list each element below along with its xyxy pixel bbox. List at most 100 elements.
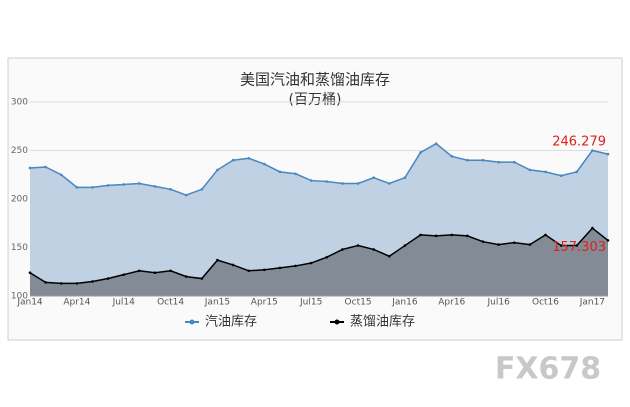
y-tick-label: 250 [11, 146, 28, 156]
point [184, 275, 188, 278]
point [138, 269, 141, 273]
point [450, 233, 454, 237]
point [512, 241, 516, 244]
point [591, 226, 594, 230]
point [419, 151, 422, 154]
point [341, 182, 344, 185]
x-tick-label: Jan16 [391, 298, 418, 308]
point [247, 269, 251, 273]
point [200, 277, 204, 280]
point [59, 173, 63, 177]
point [75, 186, 79, 189]
point [372, 176, 375, 179]
point [153, 271, 157, 275]
point [309, 179, 313, 182]
point [419, 233, 422, 237]
point [528, 243, 532, 246]
point [231, 158, 235, 162]
point [559, 174, 563, 178]
point [512, 160, 516, 164]
point [606, 239, 610, 242]
point [200, 188, 204, 191]
legend-marker [189, 319, 195, 325]
point [481, 158, 485, 162]
point [138, 182, 141, 185]
point [591, 149, 594, 152]
point [216, 168, 219, 172]
point [106, 277, 110, 280]
x-tick-label: Jul15 [299, 298, 322, 308]
point [44, 281, 47, 284]
point [263, 162, 266, 166]
point [325, 180, 329, 183]
point [294, 172, 297, 176]
point [403, 244, 407, 247]
point [247, 156, 251, 160]
point [309, 261, 313, 265]
legend-label: 蒸馏油库存 [350, 314, 415, 330]
x-tick-label: Jul14 [112, 298, 136, 308]
legend-marker [334, 319, 340, 325]
point [91, 280, 94, 283]
line [29, 142, 609, 196]
point [216, 258, 219, 262]
y-tick-label: 150 [11, 243, 28, 253]
point [231, 263, 235, 267]
point [278, 266, 282, 270]
point [28, 271, 32, 275]
point [497, 160, 500, 164]
point [28, 166, 32, 170]
x-tick-label: Jan15 [204, 298, 230, 308]
y-tick-label: 100 [11, 292, 28, 302]
point [481, 240, 485, 243]
point [91, 186, 94, 189]
point [153, 185, 157, 188]
point [184, 193, 188, 197]
point [575, 244, 579, 247]
chart-title: 美国汽油和蒸馏油库存 [240, 71, 390, 89]
x-tick-label: Apr16 [438, 298, 465, 308]
point [434, 142, 438, 146]
watermark: FX678 [495, 352, 601, 387]
point [356, 182, 360, 185]
point [466, 234, 469, 238]
point [169, 269, 172, 273]
x-tick-label: Jan14 [16, 298, 43, 308]
point [466, 158, 469, 162]
point [434, 234, 438, 238]
y-tick-label: 300 [11, 98, 28, 108]
point [528, 168, 532, 172]
x-tick-label: Jan17 [579, 298, 605, 308]
point [387, 182, 391, 185]
x-tick-label: Oct14 [157, 298, 184, 308]
point [544, 170, 547, 174]
point [75, 282, 79, 285]
point [122, 183, 126, 186]
legend-label: 汽油库存 [205, 314, 257, 330]
point [372, 248, 375, 251]
point [575, 170, 579, 174]
point [263, 268, 266, 272]
point [106, 184, 110, 187]
x-tick-label: Jul16 [486, 298, 510, 308]
point [59, 282, 63, 285]
point [387, 254, 391, 258]
x-tick-label: Oct16 [532, 298, 559, 308]
point [169, 188, 172, 191]
point [294, 264, 297, 268]
x-tick-label: Apr14 [63, 298, 90, 308]
point [44, 165, 47, 169]
line [29, 227, 609, 285]
point [497, 243, 500, 246]
point [278, 170, 282, 174]
point [559, 244, 563, 247]
point [403, 176, 407, 179]
value-label: 246.279 [552, 135, 606, 150]
point [606, 152, 610, 156]
x-tick-label: Apr15 [251, 298, 278, 308]
chart-subtitle: (百万桶) [289, 92, 342, 108]
area [30, 228, 608, 296]
point [544, 233, 547, 237]
point [450, 155, 454, 158]
